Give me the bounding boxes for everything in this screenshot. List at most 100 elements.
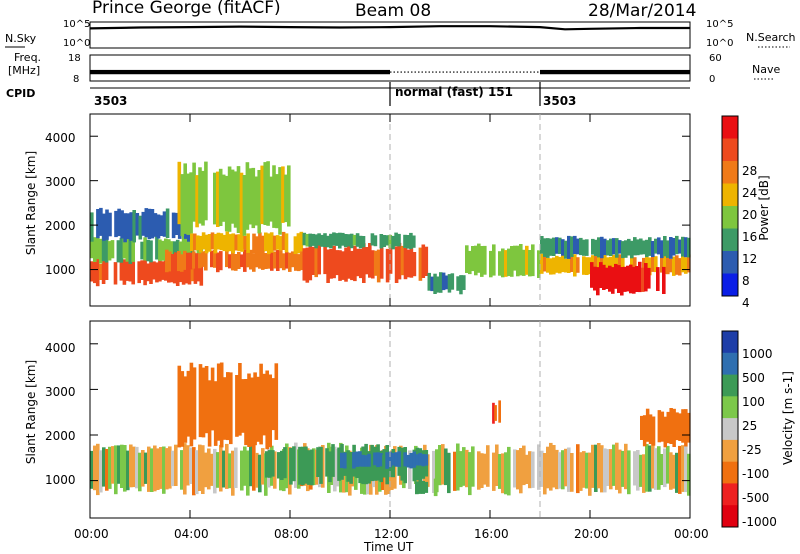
cell-blob-11	[660, 240, 664, 259]
cell-blob-7	[361, 236, 366, 248]
cell-blob-3	[288, 252, 292, 272]
cell-blob-12	[623, 266, 627, 292]
power-cbar-tick-28: 28	[742, 164, 758, 178]
cell-blob-1	[223, 377, 227, 440]
cell-blob-1	[265, 370, 269, 450]
cell-blob-7	[409, 232, 413, 250]
cell-blob-6	[347, 243, 351, 279]
cell-blob-10	[567, 254, 571, 273]
cell-blob-1	[186, 370, 191, 437]
cell-blob-6	[359, 248, 363, 279]
power-cbar-swatch-2	[722, 161, 738, 184]
cell-blob-0	[642, 454, 646, 493]
cell-blob-2	[165, 208, 170, 238]
cell-blob-3	[300, 251, 304, 271]
cell-blob-0	[181, 263, 186, 285]
cell-blob-6	[373, 250, 378, 276]
cell-blob-11	[642, 240, 646, 255]
cell-blob-7	[388, 234, 392, 248]
power-axes	[89, 113, 691, 307]
cell-blob-7	[382, 235, 386, 247]
cell-blob-1	[241, 379, 245, 433]
cell-blob-6	[409, 247, 414, 278]
cell-blob-0	[597, 443, 601, 489]
cell-blob-0	[189, 447, 193, 484]
cell-blob-3	[403, 452, 407, 467]
cell-blob-0	[579, 452, 583, 491]
cell-blob-0	[480, 453, 484, 488]
cell-blob-11	[576, 238, 580, 255]
cell-blob-2	[265, 451, 269, 478]
cell-blob-0	[156, 448, 160, 490]
cell-blob-5	[248, 168, 253, 225]
cell-blob-5	[242, 175, 247, 236]
power-cbar-tick-16: 16	[742, 230, 758, 244]
cell-blob-9	[471, 246, 475, 272]
cell-blob-11	[678, 239, 682, 254]
cell-blob-4	[293, 236, 298, 254]
cell-blob-5	[189, 172, 193, 234]
cell-blob-2	[171, 212, 176, 239]
cell-blob-4	[243, 235, 247, 250]
cell-blob-4	[284, 233, 289, 253]
cell-blob-0	[651, 443, 655, 489]
cell-blob-1	[204, 366, 209, 434]
cell-blob-0	[636, 450, 640, 491]
cell-blob-1	[110, 240, 115, 259]
cell-blob-2	[132, 210, 136, 243]
cell-blob-0	[681, 445, 685, 492]
cell-blob-5	[180, 174, 185, 237]
cell-blob-3	[258, 252, 262, 269]
cell-blob-3	[294, 251, 298, 271]
cell-blob-0	[654, 448, 658, 490]
power-cbar-tick-8: 8	[742, 274, 750, 288]
cell-blob-10	[603, 253, 607, 276]
cell-blob-6	[323, 246, 327, 275]
nave-tick-top: 60	[709, 53, 722, 64]
cell-blob-1	[98, 238, 103, 264]
cell-blob-1	[172, 241, 177, 264]
cell-blob-11	[552, 237, 556, 256]
freq-frame	[89, 54, 691, 82]
cell-blob-0	[98, 264, 103, 280]
cell-blob-10	[687, 254, 691, 273]
cell-blob-1	[247, 373, 251, 447]
cell-blob-6	[385, 248, 390, 283]
cell-blob-12	[638, 261, 642, 293]
cell-blob-6	[684, 409, 688, 447]
cell-blob-3	[394, 452, 398, 467]
cell-blob-6	[311, 246, 315, 275]
cell-blob-3	[252, 253, 256, 272]
cell-blob-8	[459, 275, 463, 295]
cell-blob-4	[269, 232, 274, 253]
cell-blob-11	[570, 236, 574, 257]
cell-blob-1	[143, 237, 147, 261]
cell-blob-11	[672, 238, 676, 256]
cell-blob-1	[184, 235, 189, 260]
cell-blob-4	[418, 482, 422, 494]
cell-blob-12	[632, 266, 636, 294]
cell-blob-8	[427, 272, 431, 291]
cell-blob-3	[364, 455, 368, 467]
cell-blob-5	[192, 162, 196, 222]
cell-blob-9	[528, 250, 532, 277]
cell-blob-12	[626, 265, 630, 292]
cell-blob-2	[337, 447, 341, 481]
cell-blob-4	[246, 233, 250, 253]
cell-blob-0	[137, 261, 141, 284]
cell-blob-10	[684, 257, 688, 274]
cell-blob-10	[642, 257, 646, 274]
cell-blob-2	[400, 447, 404, 481]
cell-blob-0	[246, 450, 250, 496]
cell-blob-0	[192, 447, 196, 496]
cell-blob-3	[225, 249, 229, 268]
cell-blob-4	[225, 231, 230, 252]
cell-blob-7	[332, 232, 336, 246]
n-sky-label: N.Sky	[5, 32, 37, 45]
cell-blob-3	[282, 253, 286, 271]
cell-blob-3	[273, 251, 277, 269]
cell-blob-0	[444, 448, 448, 486]
cell-blob-8	[444, 275, 449, 290]
cell-blob-9	[507, 248, 511, 277]
cell-blob-6	[678, 413, 682, 441]
